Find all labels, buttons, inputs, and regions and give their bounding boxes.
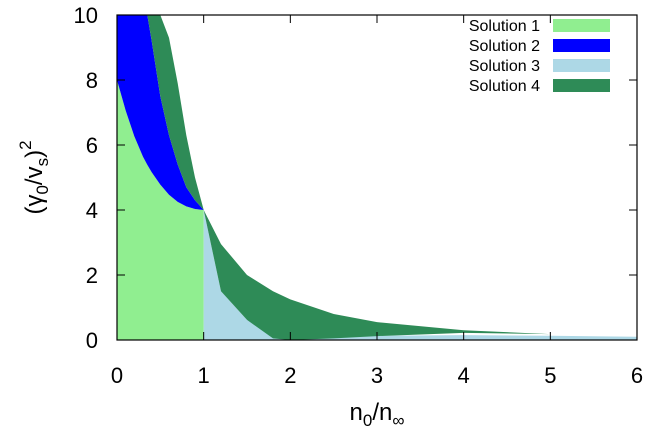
- y-axis-label-group: (γ0/vs)2: [16, 140, 52, 214]
- area-solution-3: [203, 210, 637, 340]
- x-tick-label: 3: [371, 363, 383, 388]
- y-ticks: 0 2 4 6 8 10: [74, 3, 637, 353]
- x-tick-label: 5: [544, 363, 556, 388]
- y-tick-label: 0: [86, 328, 98, 353]
- x-tick-label: 2: [284, 363, 296, 388]
- y-tick-label: 8: [86, 68, 98, 93]
- legend-swatch: [553, 79, 610, 92]
- x-ticks: 0 1 2 3 4 5 6: [111, 15, 643, 388]
- y-axis-label: (γ0/vs)2: [16, 140, 52, 214]
- y-tick-label: 4: [86, 198, 98, 223]
- legend-swatch: [553, 19, 610, 32]
- x-tick-label: 6: [631, 363, 643, 388]
- legend-label: Solution 2: [469, 38, 540, 55]
- y-tick-label: 6: [86, 133, 98, 158]
- x-axis-label: n0/n∞: [350, 399, 405, 430]
- legend-label: Solution 1: [469, 18, 540, 35]
- x-tick-label: 1: [198, 363, 210, 388]
- legend-label: Solution 3: [469, 58, 540, 75]
- series-areas: [117, 15, 638, 340]
- legend-swatch: [553, 59, 610, 72]
- y-tick-label: 2: [86, 263, 98, 288]
- y-tick-label: 10: [74, 3, 98, 28]
- area-solution-2: [117, 15, 204, 210]
- legend-label: Solution 4: [469, 78, 540, 95]
- area-solution-1: [117, 80, 204, 340]
- x-tick-label: 4: [458, 363, 470, 388]
- legend-swatch: [553, 39, 610, 52]
- legend: Solution 1 Solution 2 Solution 3 Solution 4: [469, 18, 610, 95]
- x-tick-label: 0: [111, 363, 123, 388]
